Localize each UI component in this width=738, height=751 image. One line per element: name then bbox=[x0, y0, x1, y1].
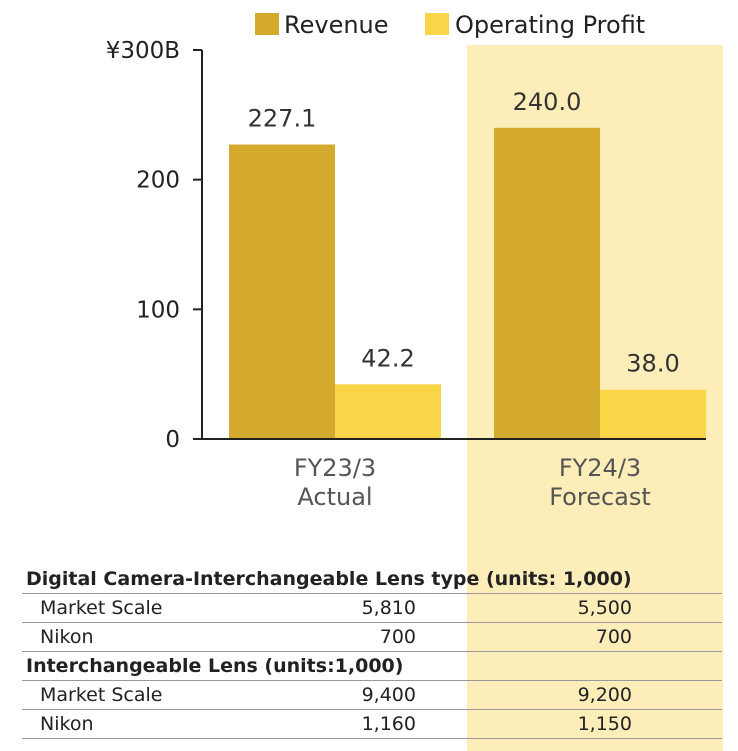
table-section-header: Digital Camera-Interchangeable Lens type… bbox=[22, 565, 722, 594]
data-table: Digital Camera-Interchangeable Lens type… bbox=[22, 565, 722, 739]
actual-value: 5,810 bbox=[240, 593, 416, 623]
bar bbox=[335, 384, 441, 439]
legend-swatch bbox=[255, 13, 279, 35]
row-label: Market Scale bbox=[22, 680, 240, 710]
table-section-header: Interchangeable Lens (units:1,000) bbox=[22, 651, 722, 681]
x-tick-label: FY24/3 bbox=[559, 454, 641, 482]
legend-label: Operating Profit bbox=[455, 11, 645, 39]
section-title: Interchangeable Lens (units:1,000) bbox=[22, 651, 722, 681]
row-label: Market Scale bbox=[22, 593, 240, 623]
bar bbox=[229, 144, 335, 440]
legend-swatch bbox=[425, 13, 449, 35]
data-label: 240.0 bbox=[513, 88, 582, 116]
x-tick-label: Actual bbox=[297, 483, 372, 511]
actual-value: 1,160 bbox=[240, 709, 416, 739]
y-tick-label: ¥300B bbox=[106, 38, 180, 64]
forecast-value: 1,150 bbox=[416, 709, 722, 739]
actual-value: 9,400 bbox=[240, 680, 416, 710]
y-tick-label: 100 bbox=[136, 297, 180, 323]
y-tick-label: 200 bbox=[136, 168, 180, 194]
y-tick-label: 0 bbox=[165, 427, 180, 453]
bar bbox=[494, 127, 600, 440]
x-tick-label: FY23/3 bbox=[294, 454, 376, 482]
row-label: Nikon bbox=[22, 622, 240, 652]
actual-value: 700 bbox=[240, 622, 416, 652]
data-label: 42.2 bbox=[361, 344, 414, 372]
section-title: Digital Camera-Interchangeable Lens type… bbox=[22, 565, 722, 594]
table-row: Market Scale 9,400 9,200 bbox=[22, 680, 722, 710]
forecast-value: 9,200 bbox=[416, 680, 722, 710]
forecast-value: 5,500 bbox=[416, 593, 722, 623]
row-label: Nikon bbox=[22, 709, 240, 739]
bar bbox=[600, 389, 706, 439]
data-label: 227.1 bbox=[248, 105, 317, 133]
table-row: Market Scale 5,810 5,500 bbox=[22, 593, 722, 623]
unit-table: Digital Camera-Interchangeable Lens type… bbox=[22, 565, 722, 739]
forecast-value: 700 bbox=[416, 622, 722, 652]
x-tick-label: Forecast bbox=[549, 483, 651, 511]
data-label: 38.0 bbox=[626, 350, 679, 378]
table-row: Nikon 700 700 bbox=[22, 622, 722, 652]
legend-label: Revenue bbox=[284, 11, 389, 39]
table-row: Nikon 1,160 1,150 bbox=[22, 709, 722, 739]
